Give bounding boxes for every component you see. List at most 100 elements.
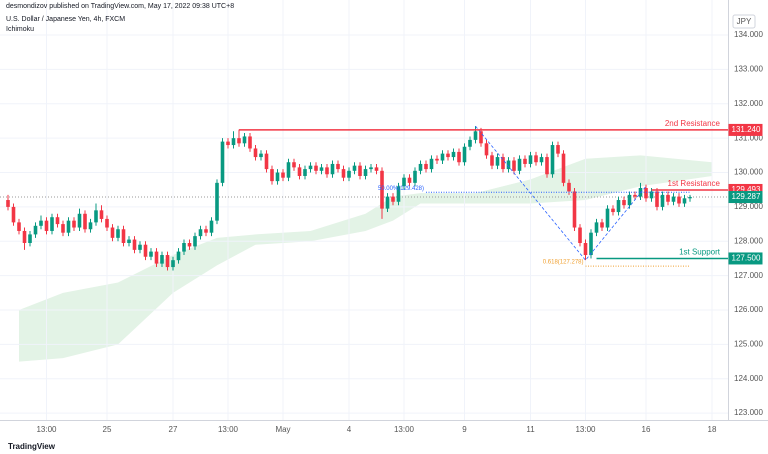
candle-body <box>490 155 494 166</box>
y-tick-label: 126.000 <box>734 305 763 314</box>
plot: 50.00%(129.428) 0.618(127.278) 2nd Resista… <box>0 0 729 420</box>
candle-body <box>66 220 71 233</box>
candle-body <box>99 210 104 219</box>
candle-body <box>308 165 313 170</box>
candle-body <box>589 232 593 256</box>
candle-body <box>572 191 577 228</box>
candle-body <box>418 163 423 171</box>
price-tag-label: 129.493 <box>732 185 761 194</box>
candle-body <box>39 220 43 226</box>
x-tick-label: 4 <box>347 425 352 434</box>
candle-body <box>391 196 395 202</box>
candle-body <box>28 234 32 243</box>
candle-body <box>176 251 181 261</box>
candle-body <box>638 188 643 197</box>
candle-body <box>121 229 126 243</box>
x-tick-label: 9 <box>462 425 467 434</box>
candle-body <box>517 158 522 171</box>
currency-box[interactable] <box>732 14 756 29</box>
candle-body <box>578 227 582 243</box>
candle-body <box>402 177 406 187</box>
candle-body <box>528 155 533 164</box>
y-tick-label: 127.000 <box>734 271 763 280</box>
candle-body <box>649 191 654 199</box>
fib-label: 0.618(127.278) <box>543 260 584 266</box>
candle-body <box>677 196 681 204</box>
candle-body <box>352 165 357 171</box>
y-tick-label: 131.000 <box>734 133 763 142</box>
candle-body <box>193 236 197 247</box>
candle-body <box>556 145 560 154</box>
y-tick-label: 133.000 <box>734 65 763 74</box>
candle-body <box>682 198 687 204</box>
candle-body <box>187 242 192 247</box>
price-tag-label: 127.500 <box>732 254 761 263</box>
candle-body <box>583 242 588 256</box>
candle-body <box>512 160 516 171</box>
candle-body <box>248 136 252 149</box>
candle-body <box>600 222 604 228</box>
candle-body <box>215 182 219 221</box>
candle-body <box>666 194 670 202</box>
candle-body <box>462 146 467 163</box>
x-tick-label: 18 <box>708 425 717 434</box>
cloud-area <box>19 155 712 362</box>
candle-body <box>237 138 241 144</box>
trendline <box>475 125 647 261</box>
price-tag <box>728 123 763 136</box>
candle-body <box>143 244 148 257</box>
candle-body <box>484 143 489 156</box>
candle-body <box>374 167 379 171</box>
level-name: 2nd Resistance <box>665 119 721 128</box>
level-name: 1st Resistance <box>668 179 721 188</box>
price-tag-label: 131.240 <box>732 125 761 134</box>
y-tick-label: 123.000 <box>734 408 763 417</box>
candle-body <box>270 169 274 182</box>
price-tag-label: 129.287 <box>732 192 761 201</box>
candle-body <box>253 148 258 158</box>
candle-body <box>341 169 346 178</box>
candle-body <box>622 200 626 206</box>
candle-body <box>534 155 538 163</box>
candle-body <box>198 229 203 237</box>
candle-body <box>77 213 82 228</box>
candle-body <box>22 230 27 243</box>
candle-body <box>281 172 285 178</box>
candle-body <box>297 167 302 176</box>
candle-body <box>226 141 230 146</box>
candle-body <box>330 163 335 175</box>
y-tick-label: 130.000 <box>734 168 763 177</box>
symbol: U.S. Dollar / Japanese Yen, 4h, FXCM <box>6 16 125 23</box>
candle-body <box>550 145 555 175</box>
x-tick-label: 13:00 <box>575 425 596 434</box>
candle-body <box>17 222 21 231</box>
candle-body <box>50 217 54 231</box>
candle-body <box>138 244 142 250</box>
x-tick-label: 11 <box>526 425 535 434</box>
level-name: 1st Support <box>679 248 721 257</box>
candle-body <box>55 217 60 225</box>
candle-body <box>171 260 175 268</box>
candle-body <box>231 138 236 146</box>
x-tick-label: 25 <box>103 425 112 434</box>
candle-body <box>275 172 280 182</box>
candle-body <box>286 162 291 178</box>
candle-body <box>506 160 511 170</box>
candle-body <box>539 157 544 163</box>
currency[interactable]: JPY <box>737 17 752 26</box>
candle-body <box>149 251 153 257</box>
candle-body <box>429 158 434 170</box>
candle-body <box>473 131 478 140</box>
candle-body <box>605 208 610 228</box>
candle-body <box>259 153 263 158</box>
candle-body <box>561 153 566 183</box>
candle-body <box>160 255 164 264</box>
candle-body <box>83 213 87 230</box>
candle-body <box>363 169 368 176</box>
x-tick-label: May <box>275 425 290 434</box>
y-tick-label: 132.000 <box>734 99 763 108</box>
candle-body <box>594 222 599 233</box>
candle-body <box>688 197 692 199</box>
indicator: Ichimoku <box>6 26 34 33</box>
